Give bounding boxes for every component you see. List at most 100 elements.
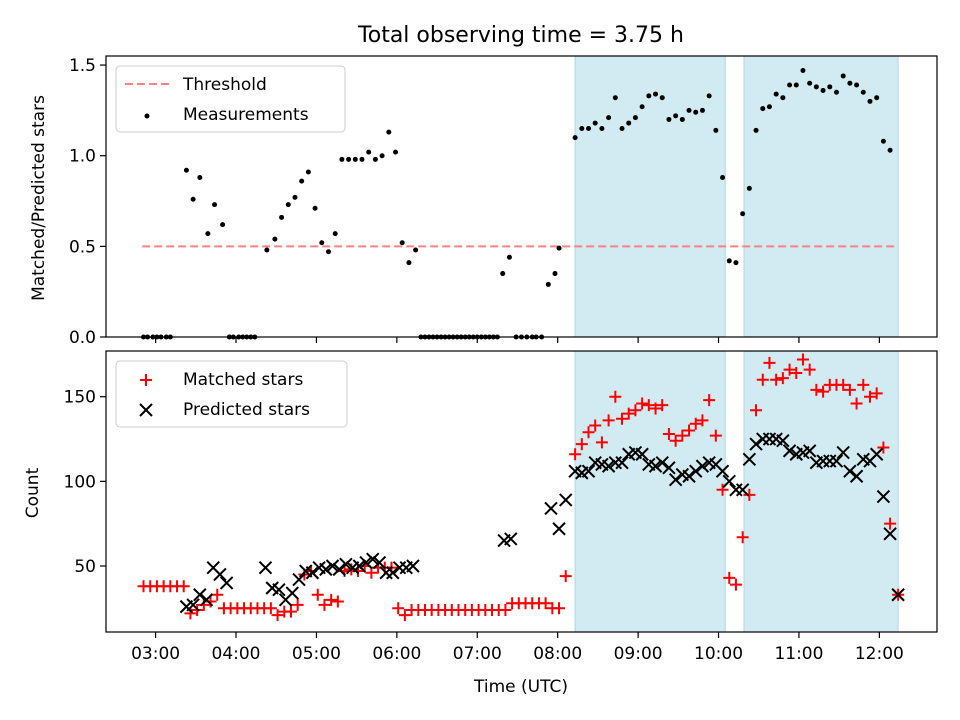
top-ylabel: Matched/Predicted stars (29, 95, 49, 301)
measurement-point (592, 120, 598, 126)
measurement-point (619, 126, 625, 132)
predicted-star-point (559, 493, 573, 507)
matched-star-point (723, 571, 736, 584)
matched-star-point (197, 598, 210, 611)
measurement-point (319, 240, 325, 246)
measurement-point (860, 89, 866, 95)
matched-star-point (575, 438, 588, 451)
matched-star-point (803, 363, 816, 376)
matched-star-point (204, 595, 217, 608)
predicted-star-point (883, 527, 897, 541)
measurement-point (639, 104, 645, 110)
measurement-point (646, 93, 652, 99)
predicted-star-point (735, 483, 750, 497)
measurement-point (506, 254, 512, 260)
predicted-star-point (782, 444, 797, 458)
measurement-point (679, 116, 685, 122)
predicted-star-point (729, 483, 743, 497)
matched-legend-swatch (140, 374, 152, 386)
top-ytick-label: 1.0 (69, 147, 96, 167)
measurement-point (867, 98, 873, 104)
measurement-point (264, 247, 270, 253)
matched-star-point (629, 404, 642, 417)
measurement-point (586, 126, 592, 132)
predicted-star-point (695, 459, 710, 473)
matched-star-point (770, 373, 783, 386)
matched-star-point (636, 397, 649, 410)
matched-star-point (729, 578, 742, 591)
matched-star-point (817, 385, 830, 398)
measurement-point (733, 260, 739, 266)
top-ytick-label: 0.5 (69, 237, 96, 257)
predicted-star-point (682, 469, 696, 483)
matched-star-point (669, 434, 682, 447)
measurement-point (820, 87, 826, 93)
bottom-ytick-label: 50 (74, 557, 96, 577)
top-legend: Threshold Measurements (115, 65, 346, 133)
measurement-point (773, 91, 779, 97)
matched-star-point (689, 417, 702, 430)
predicted-star-point (386, 566, 400, 580)
predicted-star-point (544, 501, 558, 516)
measurement-point (212, 202, 218, 208)
predicted-star-point (749, 437, 763, 451)
measurement-point (632, 115, 638, 121)
measurement-point (854, 82, 860, 88)
measurement-point (413, 247, 419, 253)
matched-star-point (589, 419, 602, 432)
predicted-star-point (359, 555, 373, 570)
top-ytick-label: 0.0 (69, 328, 96, 348)
predicted-star-point (715, 464, 730, 478)
top-shaded-interval-0 (574, 55, 726, 338)
matched-star-point (656, 399, 669, 412)
matched-star-point (264, 602, 277, 615)
threshold-legend-label: Threshold (182, 75, 267, 95)
matched-star-point (177, 580, 190, 593)
predicted-star-point (836, 445, 850, 460)
measurement-point (840, 73, 846, 79)
predicted-star-point (352, 559, 367, 573)
top-legend-box (115, 65, 346, 133)
bottom-ytick-label: 100 (64, 472, 96, 492)
measurement-point (346, 156, 352, 162)
predicted-star-point (869, 447, 884, 461)
matched-star-point (709, 429, 722, 442)
matched-star-point (622, 407, 635, 420)
matched-star-point (850, 397, 863, 410)
measurement-point (807, 80, 813, 86)
measurement-point (190, 196, 196, 202)
matched-star-point (609, 390, 622, 403)
matched-star-point (318, 598, 331, 611)
predicted-star-point (581, 464, 596, 478)
matched-star-point (559, 570, 572, 583)
predicted-star-point (668, 472, 683, 487)
bottom-ytick-label: 150 (64, 388, 96, 408)
matched-star-point (810, 383, 823, 396)
matched-star-point (569, 448, 582, 461)
measurement-point (386, 129, 392, 135)
bottom-xlabel: Time (UTC) (473, 677, 568, 697)
measurement-point (880, 138, 886, 144)
bottom-xtick-label: 10:00 (694, 644, 743, 664)
measurement-point (500, 271, 506, 277)
predicted-star-point (802, 444, 817, 458)
matched-star-point (284, 605, 297, 618)
top-shaded-intervals (574, 55, 899, 338)
predicted-star-point (406, 559, 420, 573)
predicted-star-point (722, 474, 736, 489)
matched-star-point (311, 588, 324, 601)
measurement-point (332, 231, 338, 237)
predicted-star-point (193, 588, 207, 602)
matched-star-point (499, 603, 512, 616)
measurement-point (720, 174, 726, 180)
matched-star-point (870, 387, 883, 400)
measurement-point (366, 149, 372, 155)
bottom-shaded-interval-0 (574, 350, 726, 633)
matched-star-point (325, 593, 338, 606)
predicted-star-point (504, 532, 518, 546)
bottom-x-ticks: 03:00 04:00 05:00 06:00 07:00 08:00 09:00 10:00… (131, 632, 904, 664)
measurement-point (272, 236, 278, 242)
predicted-star-point (332, 562, 346, 577)
bottom-legend: Matched stars Predicted stars (115, 360, 348, 428)
